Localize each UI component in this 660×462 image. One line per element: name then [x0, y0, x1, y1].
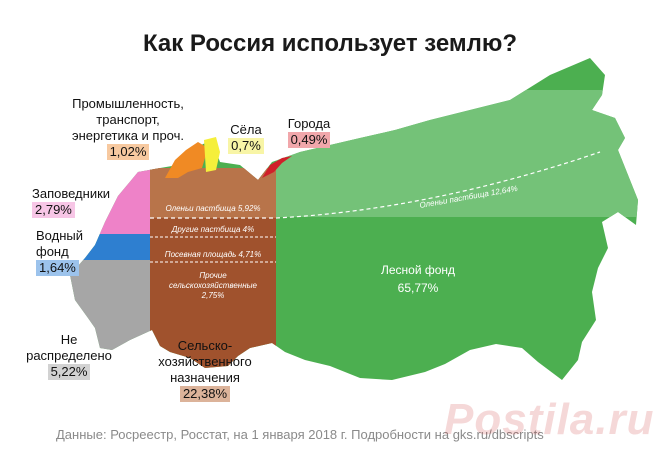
- other-agri-label-2: сельскохозяйственные: [169, 281, 257, 290]
- unalloc-value: 5,22%: [47, 364, 91, 380]
- forest-value: 65,77%: [398, 281, 439, 295]
- industry-region: [165, 142, 208, 178]
- agri-value: 22,38%: [179, 386, 231, 402]
- other-pasture-label: Другие пастбища 4%: [171, 225, 254, 234]
- industry-value: 1,02%: [106, 144, 150, 160]
- villages-region: [204, 137, 220, 172]
- villages-value: 0,7%: [228, 138, 264, 154]
- industry-label: Промышленность, транспорт, энергетика и …: [71, 96, 185, 160]
- footer-source: Данные: Росреестр, Росстат, на 1 января …: [56, 427, 544, 442]
- water-value: 1,64%: [36, 260, 79, 276]
- unalloc-label: Не распределено 5,22%: [26, 332, 112, 380]
- cities-label: Города 0,49%: [287, 116, 331, 148]
- forest-label: Лесной фонд: [381, 263, 455, 277]
- cities-value: 0,49%: [287, 132, 331, 148]
- other-agri-label-1: Прочие: [199, 271, 227, 280]
- reserves-label: Заповедники 2,79%: [32, 186, 111, 218]
- reindeer-pasture-arc: [150, 151, 601, 219]
- sown-label: Посевная площадь 4,71%: [165, 250, 261, 259]
- agri-label: Сельско- хозяйственного назначения 22,38…: [158, 338, 252, 402]
- watermark: Postila.ru: [444, 395, 655, 444]
- water-label: Водный фонд 1,64%: [36, 228, 83, 276]
- villages-label: Сёла 0,7%: [226, 122, 266, 154]
- other-agri-label-3: 2,75%: [201, 291, 225, 300]
- chart-title: Как Россия использует землю?: [142, 30, 518, 57]
- reserves-value: 2,79%: [32, 202, 75, 218]
- cities-region: [262, 156, 292, 178]
- reindeer-agri-label: Оленьи пастбища 5,92%: [165, 204, 260, 213]
